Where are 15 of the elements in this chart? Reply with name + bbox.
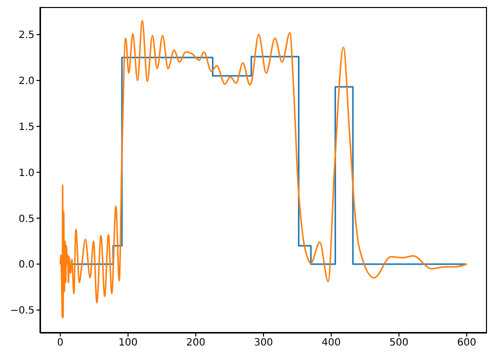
x-tick-label: 400 bbox=[322, 338, 341, 349]
x-tick-label: 0 bbox=[57, 338, 64, 349]
y-tick-label: 1.5 bbox=[18, 122, 34, 133]
y-tick-label: 0.0 bbox=[18, 260, 34, 271]
x-tick-label: 500 bbox=[389, 338, 408, 349]
y-tick-label: 0.5 bbox=[18, 214, 34, 225]
x-tick-label: 600 bbox=[457, 338, 476, 349]
x-tick-label: 100 bbox=[118, 338, 138, 349]
y-tick-label: 1.0 bbox=[18, 168, 34, 179]
y-tick-label: 2.0 bbox=[18, 76, 34, 88]
y-tick-label: 2.5 bbox=[18, 30, 34, 42]
x-tick-label: 200 bbox=[186, 338, 206, 349]
y-tick-label: −0.5 bbox=[10, 306, 34, 317]
line-series bbox=[60, 20, 468, 318]
x-tick-label: 300 bbox=[254, 338, 274, 349]
